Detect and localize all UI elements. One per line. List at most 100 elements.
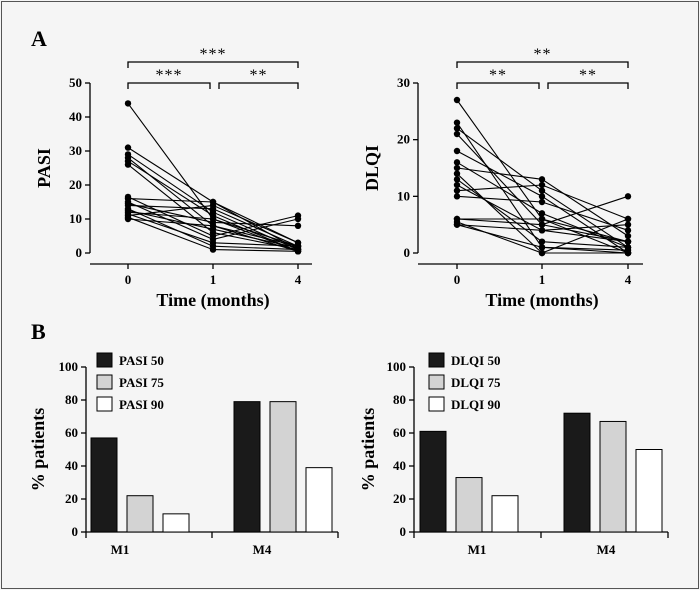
data-point (624, 227, 632, 234)
data-point (624, 232, 632, 240)
data-point (624, 215, 632, 223)
y-tick-label: 100 (387, 359, 407, 374)
panel-label-b: B (31, 319, 46, 344)
bar-dlqi-50-m1 (419, 430, 447, 533)
significance-label: *** (156, 67, 183, 84)
y-tick-label: 40 (65, 458, 78, 473)
data-point (453, 170, 461, 177)
y-tick-label: 30 (69, 143, 82, 158)
data-point (209, 239, 217, 246)
legend-label: DLQI 75 (451, 375, 501, 390)
bar-pasi-50-m4 (233, 401, 261, 533)
significance-label: *** (200, 46, 227, 63)
data-point (538, 181, 546, 189)
x-axis-label: Time (months) (485, 290, 598, 311)
data-point (538, 198, 546, 206)
data-point (624, 246, 632, 254)
bar-dlqi-75-m4 (599, 420, 627, 533)
y-axis-label: % patients (358, 408, 378, 492)
data-point (624, 238, 632, 245)
data-point (124, 144, 132, 151)
y-tick-label: 30 (397, 75, 410, 90)
y-tick-label: 10 (397, 188, 410, 203)
data-point (624, 193, 632, 200)
data-point (209, 215, 217, 223)
data-point (453, 181, 461, 189)
x-axis-label: Time (months) (156, 290, 269, 311)
y-axis-label: DLQI (362, 145, 382, 191)
data-point (124, 161, 132, 168)
bar-dlqi-75-m1 (455, 477, 483, 533)
data-point (294, 248, 302, 255)
x-tick-label: 1 (539, 272, 546, 287)
bar-pasi-75-m4 (269, 401, 297, 533)
y-tick-label: 60 (65, 425, 78, 440)
x-tick-label: M4 (253, 542, 272, 557)
significance-label: ** (489, 67, 507, 84)
y-tick-label: 100 (59, 359, 79, 374)
significance-label: ** (579, 67, 597, 84)
y-tick-label: 0 (76, 245, 83, 260)
data-point (209, 222, 217, 229)
data-point (294, 215, 302, 223)
dlqi-bar-chart: 0 20 40 60 80 100 % patients M1 M4 DLQI 50 DLQI 75… (358, 352, 669, 557)
legend-label: DLQI 90 (451, 397, 500, 412)
significance-bracket (547, 82, 629, 89)
y-tick-label: 20 (65, 491, 78, 506)
bar-pasi-50-m1 (90, 437, 118, 533)
data-point (538, 227, 546, 234)
data-point (453, 176, 461, 183)
data-point (124, 100, 132, 107)
significance-bracket (218, 82, 299, 89)
bar-pasi-75-m1 (126, 495, 154, 533)
bar-dlqi-90-m1 (491, 495, 519, 533)
data-point (453, 193, 461, 200)
legend-swatch (428, 396, 445, 412)
dlqi-line-chart: 0 10 20 30 DLQI 0 1 4 Time (months) ** ** ** (362, 46, 643, 311)
x-tick-label: 1 (210, 272, 217, 287)
y-tick-label: 20 (69, 177, 82, 192)
data-point (538, 187, 546, 194)
data-point (624, 221, 632, 228)
y-axis-label: PASI (34, 148, 54, 188)
significance-bracket (456, 61, 629, 68)
legend-swatch (96, 396, 113, 412)
y-tick-label: 40 (393, 458, 406, 473)
legend-label: PASI 75 (119, 375, 164, 390)
data-point (453, 187, 461, 194)
bar-pasi-90-m1 (162, 513, 190, 533)
data-point (124, 215, 132, 223)
y-tick-label: 40 (69, 109, 82, 124)
data-point (294, 222, 302, 229)
panel-label-a: A (31, 26, 47, 51)
data-point (453, 96, 461, 104)
x-tick-label: 4 (295, 272, 302, 287)
significance-bracket (456, 82, 540, 89)
legend-swatch (428, 352, 445, 368)
y-tick-label: 10 (69, 211, 82, 226)
significance-bracket (127, 61, 299, 68)
y-tick-label: 20 (393, 491, 406, 506)
significance-label: ** (250, 67, 268, 84)
legend-label: PASI 50 (119, 353, 164, 368)
bar-dlqi-90-m4 (635, 449, 663, 533)
x-tick-label: 4 (625, 272, 632, 287)
data-point (538, 238, 546, 245)
legend-label: DLQI 50 (451, 353, 500, 368)
data-point (453, 119, 461, 126)
legend-swatch (96, 374, 113, 390)
y-tick-label: 0 (72, 524, 79, 539)
x-tick-label: 0 (454, 272, 461, 287)
data-point (209, 202, 217, 209)
y-tick-label: 20 (397, 132, 410, 147)
data-point (453, 164, 461, 172)
legend-swatch (428, 374, 445, 390)
data-point (453, 147, 461, 155)
data-point (538, 221, 546, 228)
y-tick-label: 80 (393, 392, 406, 407)
x-tick-label: 0 (125, 272, 132, 287)
x-tick-label: M1 (468, 542, 487, 557)
y-tick-label: 80 (65, 392, 78, 407)
x-tick-label: M4 (597, 542, 616, 557)
